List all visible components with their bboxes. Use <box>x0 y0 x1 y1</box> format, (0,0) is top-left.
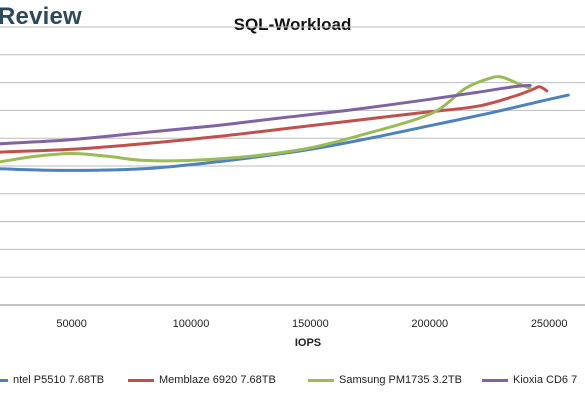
legend-label: Memblaze 6920 7.68TB <box>159 374 276 386</box>
legend-label: ntel P5510 7.68TB <box>13 374 105 386</box>
series-line-4 <box>0 83 532 146</box>
gridlines <box>0 26 585 306</box>
series-lines <box>0 75 570 172</box>
x-tick-label: 50000 <box>56 318 87 330</box>
legend-label: Kioxia CD6 7 <box>513 374 578 386</box>
x-tick-labels: 50000 100000 150000 200000 250000 <box>56 318 567 330</box>
x-axis-label: IOPS <box>295 337 321 349</box>
x-tick-label: 200000 <box>411 318 448 330</box>
legend-item: Memblaze 6920 7.68TB <box>128 372 276 388</box>
brand-logo: Review <box>0 3 82 30</box>
legend-swatch <box>482 378 508 382</box>
x-tick-label: 150000 <box>292 318 329 330</box>
x-tick-label: 250000 <box>531 318 568 330</box>
series-line-2 <box>0 85 549 154</box>
legend-swatch <box>308 378 334 382</box>
x-tick-label: 100000 <box>173 318 210 330</box>
legend-item: Samsung PM1735 3.2TB <box>308 372 462 388</box>
legend: ntel P5510 7.68TB Memblaze 6920 7.68TB Sam… <box>0 372 585 392</box>
legend-item: ntel P5510 7.68TB <box>0 372 104 388</box>
legend-item: Kioxia CD6 7 <box>482 372 577 388</box>
series-line-3 <box>0 75 532 164</box>
chart-title: SQL-Workload <box>233 15 352 34</box>
legend-swatch <box>0 378 8 382</box>
legend-label: Samsung PM1735 3.2TB <box>339 374 462 386</box>
legend-swatch <box>128 378 154 382</box>
